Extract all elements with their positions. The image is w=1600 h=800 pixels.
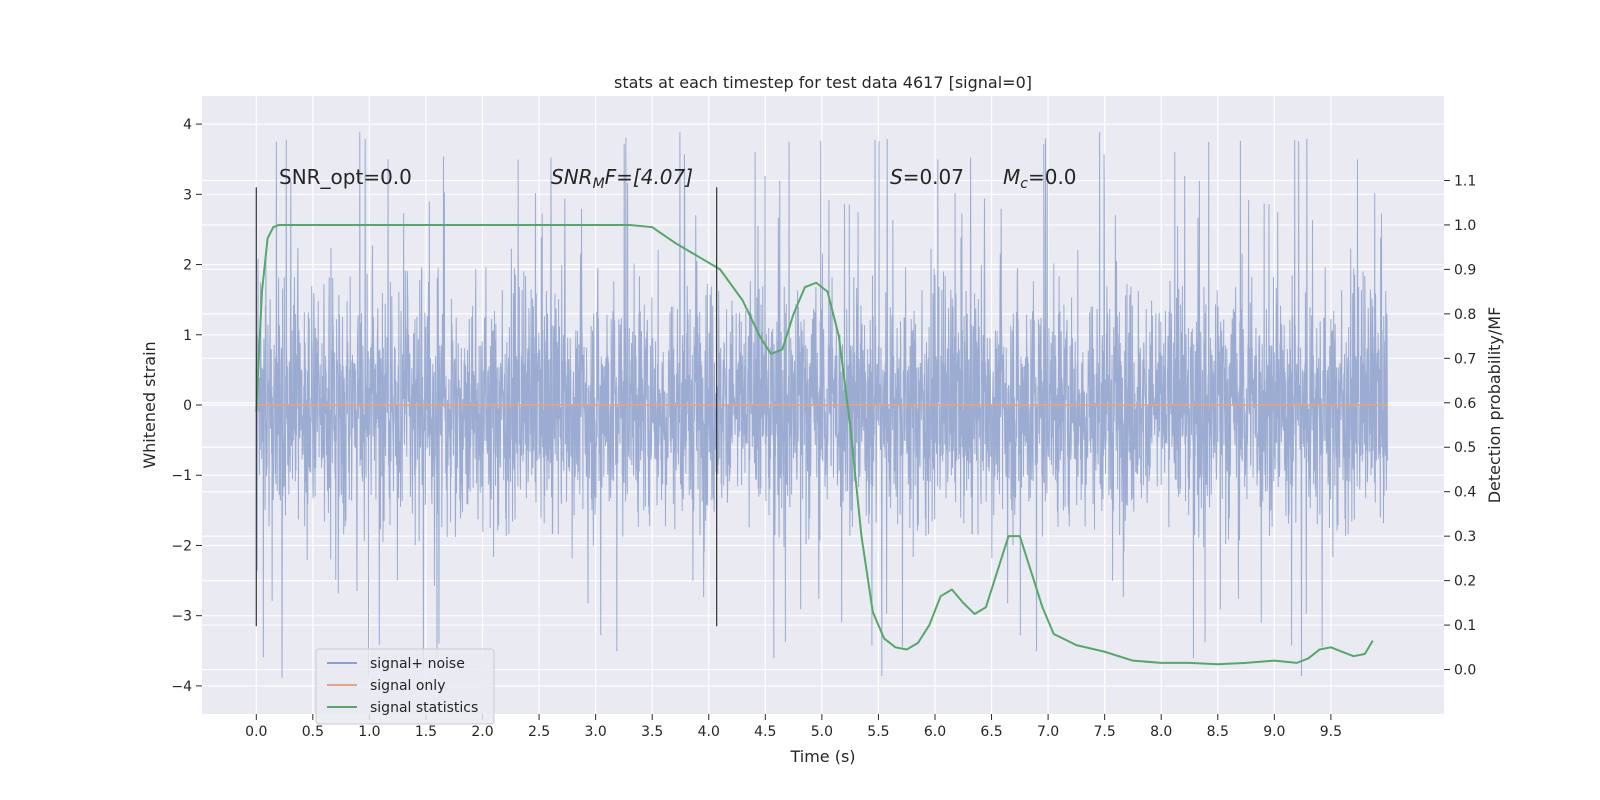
y-tick-label: −1 [171, 468, 192, 484]
line-series [255, 223, 1388, 666]
y-tick-label: 1 [183, 328, 192, 344]
y-tick-label: 0 [183, 398, 192, 414]
legend: signal+ noise signal only signal statist… [315, 648, 495, 725]
y-tick-label: 4 [183, 117, 192, 133]
x-tick-label: 8.0 [1150, 724, 1172, 740]
x-ticks: 0.0 0.5 1.0 1.5 2.0 2.5 3.0 3.5 4.0 4.5 5.0 5.5 6.0 6… [245, 714, 1342, 740]
y-tick-label: 2 [183, 258, 192, 274]
x-tick-label: 8.5 [1207, 724, 1229, 740]
annotation-snr-mf: SNRMF=[4.07] [551, 165, 693, 192]
y-tick-label: −3 [171, 609, 192, 625]
x-tick-label: 3.0 [585, 724, 607, 740]
y2-tick-label: 1.1 [1454, 173, 1476, 189]
y2-tick-label: 0.5 [1454, 440, 1476, 456]
y-axis-label: Whitened strain [140, 341, 159, 468]
x-tick-label: 9.5 [1320, 724, 1342, 740]
annotation-s-main: S [890, 165, 903, 189]
x-tick-label: 7.5 [1094, 724, 1116, 740]
y2-ticks: 0.0 0.1 0.2 0.3 0.4 0.5 0.6 0.7 0.8 0.9 1.0 1.1 [1444, 173, 1476, 679]
x-tick-label: 4.5 [754, 724, 776, 740]
x-tick-label: 1.5 [415, 724, 437, 740]
x-tick-label: 6.0 [924, 724, 946, 740]
vertical-lines [255, 187, 718, 627]
legend-label-noise: signal+ noise [370, 656, 465, 672]
annotation-mc-tail: =0.0 [1028, 165, 1077, 189]
legend-label-stats: signal statistics [370, 700, 478, 716]
y2-tick-label: 0.8 [1454, 307, 1476, 323]
annotation-snr-opt: SNR_opt=0.0 [279, 165, 412, 189]
y2-tick-label: 0.1 [1454, 618, 1476, 634]
legend-box [315, 648, 495, 725]
x-tick-label: 1.0 [358, 724, 380, 740]
x-tick-label: 0.5 [302, 724, 324, 740]
x-tick-label: 3.5 [641, 724, 663, 740]
x-tick-label: 0.0 [245, 724, 267, 740]
x-axis-label: Time (s) [789, 747, 855, 766]
y2-axis-label: Detection probability/MF [1485, 307, 1504, 504]
x-tick-label: 9.0 [1263, 724, 1285, 740]
x-tick-label: 5.5 [867, 724, 889, 740]
x-tick-label: 2.0 [471, 724, 493, 740]
signal-statistics-line [255, 223, 1374, 666]
y2-tick-label: 0.2 [1454, 574, 1476, 590]
x-tick-label: 4.0 [698, 724, 720, 740]
annotation-mc: Mc=0.0 [1003, 165, 1077, 192]
y2-tick-label: 0.6 [1454, 396, 1476, 412]
y2-tick-label: 0.4 [1454, 485, 1476, 501]
annotation-s-tail: =0.07 [903, 165, 964, 189]
y2-tick-label: 0.3 [1454, 529, 1476, 545]
y2-tick-label: 0.9 [1454, 262, 1476, 278]
x-tick-label: 7.0 [1037, 724, 1059, 740]
y2-tick-label: 0.7 [1454, 351, 1476, 367]
x-tick-label: 6.5 [980, 724, 1002, 740]
x-tick-label: 2.5 [528, 724, 550, 740]
y2-tick-label: 1.0 [1454, 218, 1476, 234]
legend-label-signal: signal only [370, 678, 445, 694]
y2-tick-label: 0.0 [1454, 663, 1476, 679]
annotation-mc-sub: c [1020, 176, 1028, 192]
annotation-mc-main: M [1003, 165, 1020, 189]
annotation-snr-mf-tail: F=[4.07] [605, 165, 693, 189]
x-tick-label: 5.0 [811, 724, 833, 740]
annotation-snr-mf-sub: M [593, 176, 605, 192]
annotation-s: S=0.07 [890, 165, 964, 189]
y-tick-label: 3 [183, 187, 192, 203]
y-ticks: −4 −3 −2 −1 0 1 2 3 4 [171, 117, 202, 695]
y-tick-label: −4 [171, 679, 192, 695]
chart-title: stats at each timestep for test data 461… [614, 73, 1032, 92]
y-tick-label: −2 [171, 538, 192, 554]
annotation-snr-mf-main: SNR [551, 165, 593, 189]
